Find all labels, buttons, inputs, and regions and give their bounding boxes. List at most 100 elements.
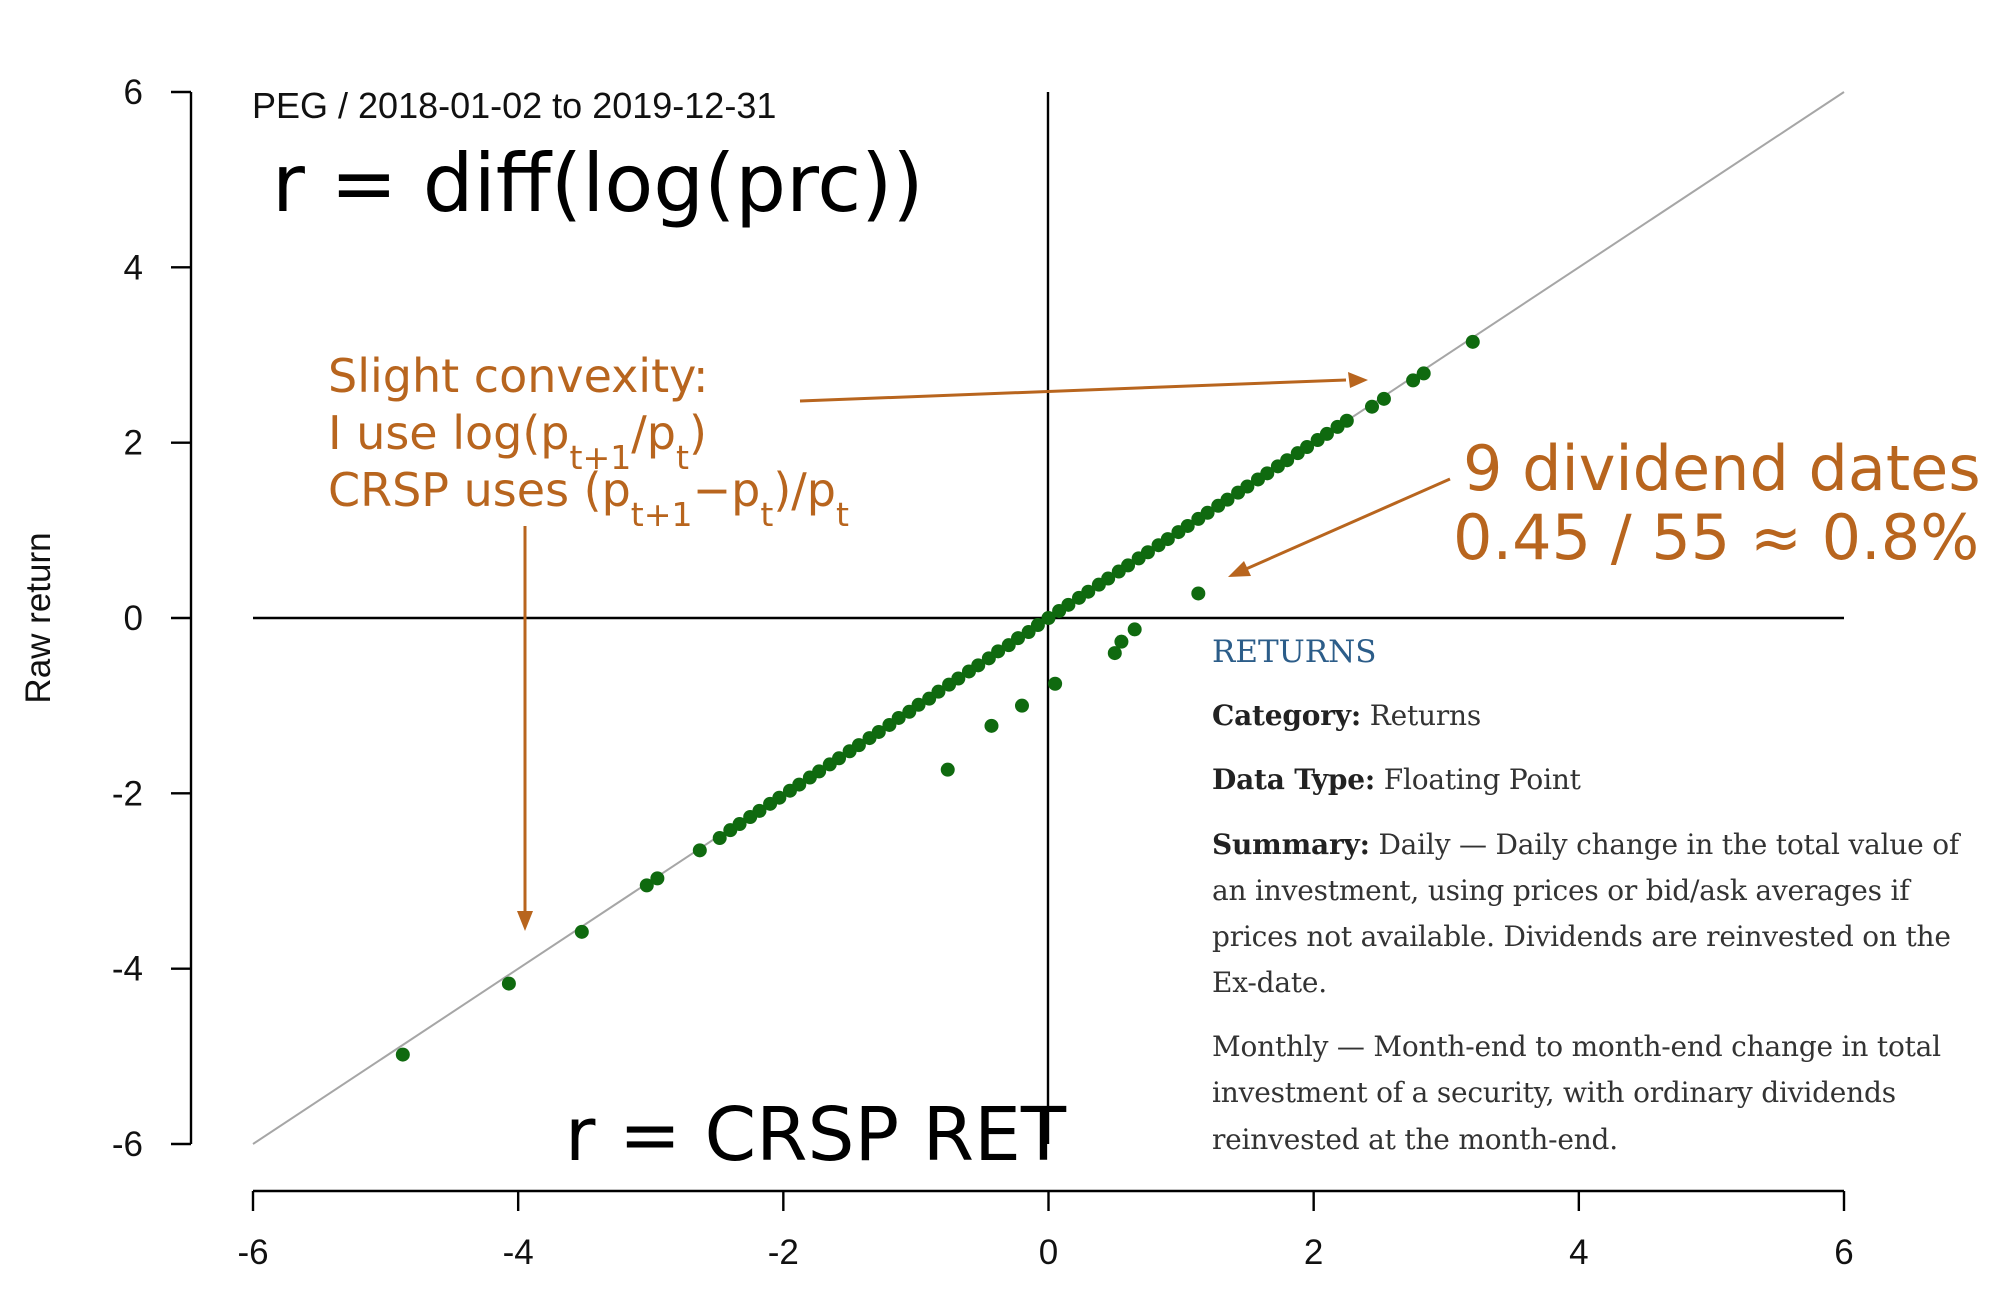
data-point [871, 724, 886, 739]
annotation-left-line2-start: I use log(p [328, 406, 570, 460]
data-point [1030, 618, 1045, 633]
data-point [1121, 558, 1136, 573]
annotation-left-line2: I use log(pt+1/pt) [328, 406, 707, 477]
data-point [1465, 334, 1480, 349]
panel-data-type-value: Floating Point [1383, 763, 1581, 797]
annotation-arrows [517, 372, 1451, 931]
data-point [832, 751, 847, 766]
data-point [1300, 440, 1315, 455]
dividend-point [574, 924, 589, 939]
annotation-right: 9 dividend dates 0.45 / 55 ≈ 0.8% [1453, 432, 1981, 574]
data-point [1160, 532, 1175, 547]
data-point [792, 777, 807, 792]
x-tick-label: 6 [1834, 1233, 1853, 1272]
data-point [891, 710, 906, 725]
y-tick-label: -2 [112, 774, 143, 813]
y-tick-label: 2 [124, 424, 143, 463]
panel-monthly-text: Monthly — Month-end to month-end change … [1212, 1030, 1941, 1156]
data-point [971, 658, 986, 673]
panel-title: RETURNS [1212, 634, 1377, 670]
x-tick-label: -6 [237, 1233, 268, 1272]
annotation-left: Slight convexity: I use log(pt+1/pt) CRS… [328, 349, 849, 534]
y-tick-label: 4 [124, 248, 143, 287]
panel-category-label: Category: [1212, 699, 1361, 733]
arrow-convexity-horizontal [799, 378, 1347, 403]
dividend-point [1014, 698, 1029, 713]
x-tick-label: -4 [503, 1233, 534, 1272]
x-tick-label: 2 [1304, 1233, 1323, 1272]
data-point [812, 764, 827, 779]
data-point [851, 738, 866, 753]
panel-summary-label: Summary: [1212, 827, 1370, 861]
data-point [991, 644, 1006, 659]
annotation-left-line2-mid: /p [631, 406, 676, 460]
annotation-left-line3-sub-2: t [760, 495, 773, 534]
panel-category-value: Returns [1369, 699, 1482, 733]
data-point [1240, 479, 1255, 494]
points-layer [395, 334, 1480, 1062]
x-tick-label: 4 [1569, 1233, 1588, 1272]
formula-top: r = diff(log(prc)) [272, 137, 924, 230]
ticks-layer: -6 -4 -2 0 2 4 6 -6 -4 -2 0 2 4 6 [112, 73, 1854, 1272]
x-tick-label: -2 [768, 1233, 799, 1272]
panel-summary-row: Summary: Daily — Daily change in the tot… [1212, 822, 1972, 1007]
data-point [772, 790, 787, 805]
annotation-left-line1: Slight convexity: [328, 349, 709, 403]
annotation-left-line3-start: CRSP uses (p [328, 463, 631, 517]
y-tick-label: -6 [112, 1125, 143, 1164]
y-tick-label: 0 [124, 599, 143, 638]
dividend-point [1127, 622, 1142, 637]
annotation-left-line2-sub-1: t+1 [570, 438, 632, 477]
y-tick-label: 6 [124, 73, 143, 112]
data-point [1200, 505, 1215, 520]
data-point [1319, 426, 1334, 441]
annotation-left-line3-mid-2: )/p [773, 463, 836, 517]
data-point [1220, 492, 1235, 507]
data-point [1140, 545, 1155, 560]
arrow-convexity-vertical-head [517, 911, 533, 931]
dividend-point [1114, 634, 1129, 649]
data-point [1101, 571, 1116, 586]
returns-definition-panel: RETURNS Category: Returns Data Type: Flo… [1212, 627, 1972, 1181]
data-point [1180, 518, 1195, 533]
data-point [931, 684, 946, 699]
data-point [712, 831, 727, 846]
dividend-point [984, 718, 999, 733]
arrow-dividends-head [1228, 561, 1251, 577]
formula-bottom: r = CRSP RET [565, 1092, 1067, 1178]
data-point [1041, 611, 1056, 625]
annotation-left-line3: CRSP uses (pt+1−pt)/pt [328, 463, 849, 534]
data-point [911, 697, 926, 712]
dividend-point [940, 762, 955, 777]
y-axis-label: Raw return [19, 532, 58, 703]
data-point [1339, 413, 1354, 428]
data-point [1061, 597, 1076, 612]
chart-subtitle: PEG / 2018-01-02 to 2019-12-31 [252, 85, 776, 126]
arrow-convexity-horizontal-head [1348, 372, 1368, 388]
data-point [1376, 391, 1391, 406]
data-point [1260, 466, 1275, 481]
data-point [1081, 584, 1096, 599]
y-tick-label: -4 [112, 950, 143, 989]
data-point [752, 803, 767, 818]
annotation-left-line3-sub-1: t+1 [631, 495, 693, 534]
annotation-left-line2-end: ) [689, 406, 707, 460]
panel-category-row: Category: Returns [1212, 693, 1972, 739]
x-tick-label: 0 [1039, 1233, 1058, 1272]
data-point [692, 843, 707, 858]
data-point [951, 671, 966, 686]
annotation-right-line1: 9 dividend dates [1463, 432, 1981, 505]
annotation-left-line3-sub-3: t [836, 495, 849, 534]
annotation-right-line2: 0.45 / 55 ≈ 0.8% [1453, 501, 1979, 574]
data-point [1011, 631, 1026, 646]
data-point [1416, 366, 1431, 381]
annotation-left-line3-mid: −p [693, 463, 761, 517]
dividend-point [1048, 676, 1063, 691]
dividend-point [1191, 586, 1206, 601]
data-point [732, 817, 747, 832]
data-point [639, 878, 654, 893]
data-point [395, 1047, 410, 1062]
panel-data-type-row: Data Type: Floating Point [1212, 757, 1972, 803]
annotation-left-line2-sub-2: t [676, 438, 689, 477]
arrow-dividends [1245, 477, 1451, 571]
